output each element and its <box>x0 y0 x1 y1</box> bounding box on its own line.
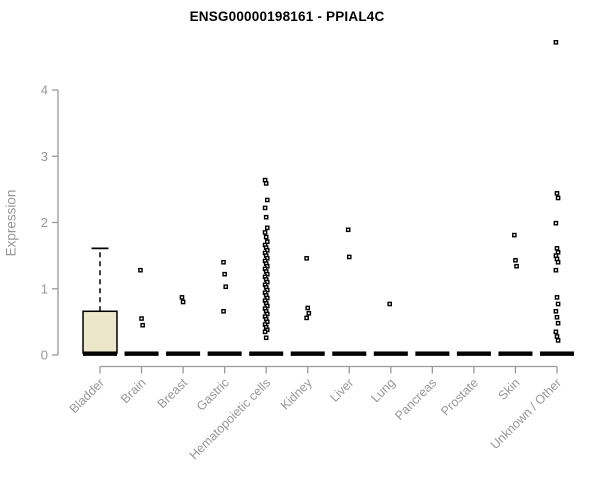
box-skin <box>498 351 533 356</box>
data-point <box>262 329 268 335</box>
data-point <box>553 308 559 314</box>
box-prostate <box>456 351 491 356</box>
y-tick-label: 0 <box>41 348 48 363</box>
x-tick-label-gastric: Gastric <box>194 376 232 414</box>
x-tick-label-bladder: Bladder <box>67 376 107 416</box>
data-point <box>555 301 561 307</box>
x-tick-label-skin: Skin <box>495 376 522 403</box>
box-lung <box>373 351 408 356</box>
x-tick-label-unknown-other: Unknown / Other <box>488 376 564 452</box>
data-point <box>553 40 559 45</box>
data-point <box>512 232 517 238</box>
y-tick-label: 2 <box>41 215 48 230</box>
data-point <box>553 220 559 226</box>
box-liver <box>332 351 367 356</box>
x-tick-label-kidney: Kidney <box>278 375 315 412</box>
data-point <box>553 267 559 273</box>
data-point <box>139 316 144 321</box>
x-tick-label-prostate: Prostate <box>438 376 481 419</box>
data-point <box>221 308 226 314</box>
box-brain <box>124 351 159 356</box>
box-kidney <box>290 351 325 356</box>
x-tick-label-pancreas: Pancreas <box>392 376 439 423</box>
data-point <box>264 197 270 203</box>
data-point <box>223 284 229 290</box>
median-line-bladder <box>83 351 117 356</box>
data-point <box>554 314 560 320</box>
data-point <box>345 227 351 233</box>
data-point <box>180 299 186 305</box>
box-bladder <box>82 310 118 354</box>
x-tick-label-liver: Liver <box>327 376 356 405</box>
data-point <box>555 338 561 343</box>
y-tick-label: 4 <box>41 83 48 98</box>
y-tick-label: 1 <box>41 281 48 296</box>
data-point <box>138 267 143 273</box>
box-unknown-other <box>539 351 574 356</box>
data-point <box>554 246 560 251</box>
x-tick-label-breast: Breast <box>155 375 191 411</box>
data-point <box>221 259 226 265</box>
data-point <box>140 322 145 328</box>
data-point <box>263 214 269 220</box>
data-point <box>554 295 560 300</box>
data-point <box>262 230 268 235</box>
box-hematopoietic-cells <box>249 351 284 356</box>
data-point <box>263 234 269 240</box>
x-tick-label-lung: Lung <box>368 376 398 406</box>
data-point <box>387 301 393 307</box>
y-tick-label: 3 <box>41 149 48 164</box>
box-breast <box>166 351 201 356</box>
x-tick-label-hematopoietic-cells: Hematopoietic cells <box>187 376 274 463</box>
data-point <box>264 225 270 231</box>
data-point <box>555 259 561 265</box>
box-pancreas <box>415 351 450 356</box>
data-point <box>222 271 227 277</box>
data-point <box>263 181 269 186</box>
data-point <box>306 310 312 316</box>
data-point <box>263 335 269 341</box>
data-point <box>553 329 559 335</box>
data-point <box>554 191 560 196</box>
data-point <box>555 320 561 326</box>
box-gastric <box>207 351 242 356</box>
data-point <box>305 305 311 311</box>
data-point <box>304 255 309 261</box>
data-point <box>555 195 561 201</box>
x-tick-label-brain: Brain <box>118 376 149 407</box>
chart-title: ENSG00000198161 - PPIAL4C <box>189 9 385 24</box>
data-point <box>554 334 560 339</box>
data-point <box>513 257 518 263</box>
data-point <box>346 254 352 260</box>
data-point <box>179 295 185 300</box>
data-point <box>514 263 519 269</box>
data-point <box>262 205 268 211</box>
data-point <box>304 315 309 321</box>
